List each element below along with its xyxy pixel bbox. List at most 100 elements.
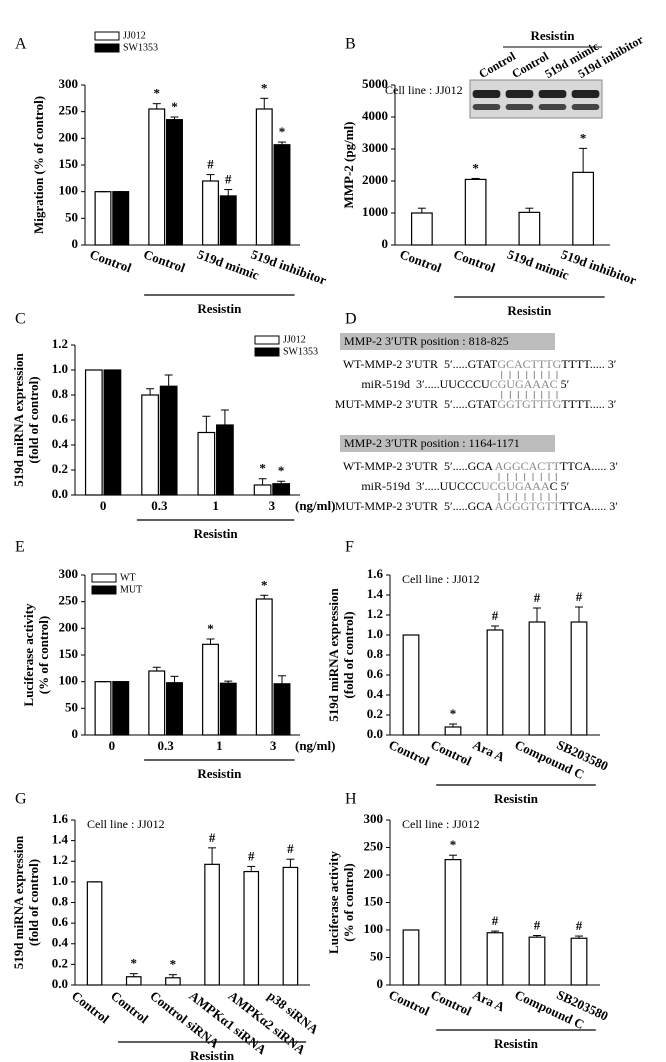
y-tick-label: 1.0 [52, 873, 68, 888]
error-bar [533, 607, 541, 622]
x-tick-label: 519d inhibitor [559, 247, 639, 288]
sequence-part: TTTT..... 3′ [561, 357, 616, 371]
bar [444, 726, 462, 736]
x-tick-label: 3 [270, 738, 277, 753]
bar [166, 682, 183, 736]
bar [166, 119, 183, 246]
x-tick-label: Control [452, 247, 498, 276]
bar [572, 171, 595, 246]
sequence: 5′.....GTATGCACTTTGTTTT..... 3′ [444, 357, 617, 371]
legend-label: WT [120, 572, 136, 583]
significance-marker: # [287, 841, 294, 856]
cell-line-note: Cell line : JJ012 [385, 83, 463, 97]
blot-group-label: Resistin [530, 28, 575, 43]
sequence-part: 5′ [558, 377, 570, 391]
significance-marker: * [207, 621, 214, 636]
x-unit: (ng/ml) [295, 738, 335, 753]
sequence-label: miR-519d [361, 377, 410, 391]
legend-label: SW1353 [283, 346, 318, 357]
sequence: 3′.....UUCCCUCGUGAAAC 5′ [416, 377, 570, 391]
y-tick-label: 0.4 [52, 935, 69, 950]
sequence-part: 3′.....UUCCC [416, 479, 481, 493]
significance-marker: * [171, 99, 178, 114]
significance-marker: # [207, 157, 214, 172]
x-tick-label: Control [428, 987, 474, 1019]
sequence-part: GGTGTTTG [497, 397, 561, 411]
group-label: Resistin [197, 301, 242, 316]
header-box [340, 333, 555, 350]
y-tick-label: 250 [59, 593, 79, 608]
y-tick-label: 200 [59, 129, 79, 144]
error-bar [277, 480, 286, 484]
y-tick-label: 0 [72, 726, 79, 741]
y-tick-label: 5000 [362, 76, 388, 91]
blot-band [505, 104, 534, 110]
bar [255, 108, 273, 246]
blot-band [472, 104, 501, 110]
legend-label: JJ012 [283, 334, 306, 345]
bar [570, 937, 588, 986]
y-tick-label: 0.6 [367, 666, 384, 681]
error-bar [286, 858, 295, 868]
sequence: 5′.....GCA AGGCACTTTTCA..... 3′ [444, 459, 618, 473]
error-bar [206, 174, 215, 181]
sequence: 3′.....UUCCCUCGUGAAAC 5′ [416, 479, 570, 493]
bar [94, 681, 112, 736]
legend-swatch [94, 31, 120, 41]
significance-marker: * [279, 124, 286, 139]
sequence-part: 3′.....UUCCCU [416, 377, 490, 391]
error-bar [258, 478, 267, 485]
bar [148, 108, 166, 246]
x-tick-label: 3 [269, 498, 276, 513]
group-label: Resistin [197, 766, 242, 781]
legend-label: MUT [120, 584, 142, 595]
panel-label: C [15, 311, 26, 328]
blot-band [571, 104, 600, 110]
significance-marker: * [450, 837, 457, 852]
legend-swatch [94, 43, 120, 53]
error-bar [146, 388, 155, 395]
significance-marker: # [209, 830, 216, 845]
y-tick-label: 0.4 [367, 686, 384, 701]
y-tick-label: 0.0 [367, 726, 383, 741]
header-box [340, 435, 555, 452]
panel-label: A [15, 36, 27, 53]
bar [486, 629, 504, 736]
blot-band [472, 90, 501, 98]
y-axis-label: (% of control) [341, 863, 356, 941]
x-tick-label: Control [398, 247, 444, 276]
bar [464, 178, 487, 246]
y-tick-label: 1.4 [367, 586, 384, 601]
panel-label: F [345, 539, 354, 556]
x-tick-label: 0 [109, 738, 116, 753]
error-bar [170, 116, 179, 120]
bar [255, 598, 273, 736]
sequence-label: WT-MMP-2 3′UTR [343, 357, 438, 371]
significance-marker: # [576, 918, 583, 933]
bar [125, 976, 142, 986]
bar [282, 866, 299, 986]
significance-marker: * [170, 957, 177, 972]
y-tick-label: 50 [65, 699, 78, 714]
bar [518, 211, 541, 246]
x-tick-label: Control [108, 988, 151, 1027]
error-bar [277, 141, 286, 145]
bar [486, 932, 504, 986]
y-tick-label: 0.2 [52, 461, 68, 476]
error-bar [164, 374, 173, 387]
significance-marker: * [278, 463, 285, 478]
y-axis-label: (fold of control) [341, 611, 356, 698]
error-bar [575, 606, 583, 622]
x-tick-label: Control [69, 988, 112, 1027]
error-bar [491, 625, 499, 630]
sequence-part: CGUGAAAC [490, 377, 558, 391]
bar [243, 870, 260, 986]
sequence-part: 5′.....GTAT [444, 397, 498, 411]
error-bar [152, 103, 161, 109]
bar [165, 977, 181, 986]
panel-label: G [15, 791, 27, 808]
error-bar [170, 675, 179, 683]
error-bar [417, 207, 426, 213]
bar [219, 195, 237, 246]
y-tick-label: 50 [370, 948, 383, 963]
